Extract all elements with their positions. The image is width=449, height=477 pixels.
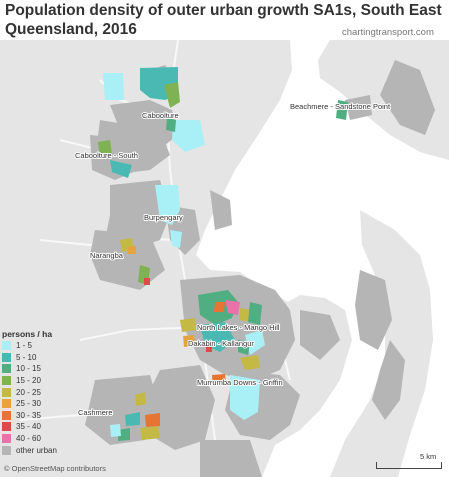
- legend-swatch: [2, 341, 11, 351]
- scale-label: 5 km: [420, 452, 437, 461]
- place-label: Murrumba Downs - Griffin: [197, 378, 283, 387]
- legend-swatch: [2, 376, 11, 386]
- legend-swatch: [2, 364, 11, 374]
- map-attribution[interactable]: © OpenStreetMap contributors: [4, 464, 106, 473]
- sa1-area: [118, 428, 130, 441]
- sa1-area: [248, 302, 262, 325]
- sa1-area: [212, 374, 226, 386]
- sa1-area: [110, 424, 121, 437]
- legend-swatch: [2, 387, 11, 397]
- legend-label: 10 - 15: [16, 364, 41, 374]
- sa1-area: [238, 340, 250, 355]
- legend-item[interactable]: 35 - 40: [2, 421, 82, 433]
- sa1-area: [155, 185, 180, 225]
- place-label: Caboolture - South: [75, 151, 138, 160]
- map-canvas[interactable]: Caboolture Beachmere - Sandstone Point C…: [0, 40, 449, 477]
- land-area-peninsula: [330, 210, 433, 477]
- sa1-area: [110, 160, 132, 178]
- legend-swatch: [2, 445, 11, 455]
- legend-item[interactable]: 25 - 30: [2, 398, 82, 410]
- place-label: North Lakes - Mango Hill: [197, 323, 280, 332]
- sa1-area: [166, 118, 176, 132]
- legend-label: 30 - 35: [16, 410, 41, 420]
- legend-item[interactable]: 30 - 35: [2, 410, 82, 422]
- legend-swatch: [2, 422, 11, 432]
- sa1-area: [170, 230, 182, 248]
- legend-swatch: [2, 410, 11, 420]
- growth-sa1-areas: [98, 67, 348, 441]
- sa1-area: [98, 140, 112, 158]
- place-label: Cashmere: [78, 408, 113, 417]
- place-label: Burpengary: [144, 213, 183, 222]
- sa1-area: [103, 73, 124, 100]
- sa1-area: [245, 330, 265, 355]
- sa1-area: [164, 82, 180, 108]
- legend-title: persons / ha: [2, 329, 53, 339]
- legend-label: 5 - 10: [16, 352, 37, 362]
- legend-item[interactable]: other urban: [2, 444, 82, 456]
- map-title: Population density of outer urban growth…: [5, 2, 442, 38]
- sa1-area: [336, 100, 348, 120]
- sa1-area: [180, 318, 196, 332]
- sa1-area: [225, 300, 240, 315]
- place-label: Beachmere - Sandstone Point: [290, 102, 391, 111]
- sa1-area: [230, 375, 260, 420]
- sa1-area: [140, 426, 160, 440]
- sa1-area: [240, 355, 260, 370]
- legend-item[interactable]: 40 - 60: [2, 433, 82, 445]
- sa1-area: [144, 278, 150, 285]
- legend-label: other urban: [16, 445, 57, 455]
- place-label: Dakabin - Kallangur: [188, 339, 254, 348]
- legend-label: 15 - 20: [16, 376, 41, 386]
- legend-swatch: [2, 434, 11, 444]
- sa1-area: [135, 392, 146, 406]
- sa1-area: [183, 335, 195, 347]
- legend-item[interactable]: 5 - 10: [2, 352, 82, 364]
- legend-item[interactable]: 1 - 5: [2, 340, 82, 352]
- place-labels: Caboolture Beachmere - Sandstone Point C…: [74, 101, 392, 418]
- legend-swatch: [2, 399, 11, 409]
- legend-item[interactable]: 15 - 20: [2, 375, 82, 387]
- place-label: Narangba: [90, 251, 124, 260]
- other-urban-areas: [85, 60, 435, 477]
- legend-label: 20 - 25: [16, 387, 41, 397]
- sa1-area: [214, 302, 225, 312]
- legend-label: 25 - 30: [16, 399, 41, 409]
- legend-label: 40 - 60: [16, 434, 41, 444]
- legend-item[interactable]: 10 - 15: [2, 363, 82, 375]
- legend-label: 1 - 5: [16, 341, 33, 351]
- source-credit: chartingtransport.com: [342, 27, 434, 38]
- legend-item[interactable]: 20 - 25: [2, 386, 82, 398]
- sa1-area: [200, 322, 235, 352]
- place-label: Caboolture: [142, 111, 179, 120]
- legend-label: 35 - 40: [16, 422, 41, 432]
- sa1-area: [206, 345, 212, 352]
- scale-bar: [376, 462, 442, 469]
- sa1-area: [172, 120, 205, 152]
- sa1-area: [145, 413, 160, 427]
- sa1-area: [125, 412, 140, 426]
- legend-swatch: [2, 352, 11, 362]
- sa1-area: [128, 246, 136, 254]
